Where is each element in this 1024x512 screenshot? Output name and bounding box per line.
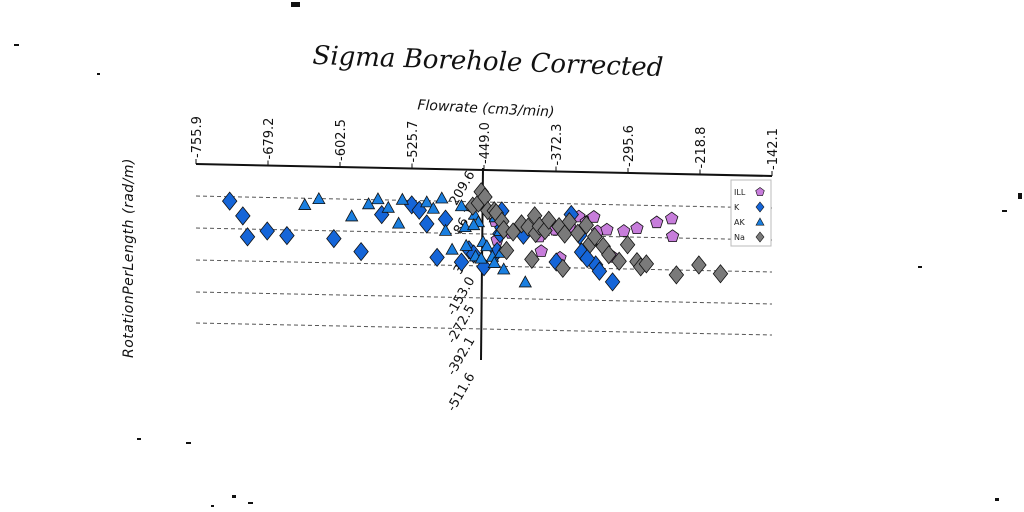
point-ak — [445, 242, 459, 255]
x-tick-label: -218.8 — [694, 127, 709, 169]
point-ill — [665, 229, 680, 243]
point-na — [505, 222, 521, 242]
point-ak — [497, 262, 511, 275]
point-ak — [298, 197, 312, 210]
point-ak — [371, 192, 385, 205]
x-tick-label: -525.7 — [406, 121, 421, 163]
point-ak — [391, 216, 406, 229]
series-na — [465, 182, 729, 285]
point-na — [570, 223, 586, 243]
legend-marker — [755, 231, 765, 243]
point-k — [353, 242, 369, 262]
point-na — [578, 215, 594, 235]
point-ill — [617, 224, 631, 237]
point-na — [619, 235, 636, 255]
point-ak — [466, 218, 481, 231]
point-k — [579, 248, 595, 269]
point-ill — [630, 221, 644, 235]
point-ak — [361, 197, 376, 210]
point-ak — [345, 209, 359, 222]
data-points — [221, 182, 729, 292]
legend-marker — [755, 187, 765, 196]
grid-line — [195, 227, 773, 241]
point-ak — [474, 251, 488, 264]
point-ak — [454, 199, 469, 212]
point-k — [591, 261, 608, 281]
x-tick-labels: -755.9 -679.2 -602.5 -525.7 -449.0 -372.3 -295… — [190, 116, 781, 176]
point-k — [429, 247, 445, 268]
legend-box — [730, 179, 772, 247]
y-axis-label: RotationPerLength (rad/m) — [121, 158, 137, 358]
legend-label: Na — [734, 233, 745, 242]
point-k — [604, 272, 621, 292]
point-na — [587, 227, 603, 247]
point-ak — [438, 223, 453, 236]
legend-label: AK — [734, 218, 745, 227]
point-k — [279, 225, 295, 246]
point-k — [259, 221, 275, 241]
point-k — [419, 214, 435, 234]
point-k — [239, 227, 256, 247]
point-ak — [420, 195, 434, 208]
point-ill — [665, 211, 679, 225]
point-na — [555, 258, 571, 278]
legend-marker — [755, 217, 765, 226]
point-na — [601, 245, 617, 265]
point-ill — [600, 222, 614, 236]
point-ak — [395, 192, 410, 205]
legend-label: K — [734, 203, 740, 212]
x-tick-label: -449.0 — [478, 122, 493, 164]
legend: ILL K AK Na — [730, 179, 772, 247]
point-k — [326, 228, 342, 249]
point-ak — [518, 275, 532, 288]
x-tick-label: -372.3 — [550, 124, 565, 166]
point-ak — [381, 200, 395, 213]
point-k — [235, 206, 251, 226]
point-k — [221, 191, 238, 211]
point-na — [541, 210, 557, 230]
chart-title: Sigma Borehole Corrected — [312, 41, 664, 83]
point-na — [524, 249, 540, 270]
point-na — [712, 264, 729, 284]
point-na — [561, 212, 578, 232]
grid-line — [195, 322, 773, 336]
y-tick-label: -511.6 — [445, 371, 479, 415]
point-na — [638, 254, 655, 274]
x-tick-label: -295.6 — [622, 125, 637, 167]
point-ak — [459, 238, 473, 251]
point-na — [668, 265, 685, 285]
x-tick-label: -679.2 — [262, 118, 277, 160]
point-na — [611, 251, 627, 271]
x-tick-label: -142.1 — [766, 128, 781, 170]
point-ak — [426, 201, 441, 214]
point-ill — [650, 215, 664, 229]
legend-label: ILL — [734, 188, 746, 197]
point-ill — [587, 210, 601, 223]
point-ak — [487, 255, 502, 268]
point-ill — [534, 244, 548, 257]
point-k — [453, 252, 470, 272]
point-ak — [435, 191, 449, 204]
point-ak — [480, 239, 494, 252]
point-ak — [312, 191, 326, 204]
grid-line — [195, 291, 773, 305]
point-na — [498, 240, 515, 261]
x-tick-label: -755.9 — [190, 116, 205, 158]
x-axis-label: Flowrate (cm3/min) — [417, 97, 555, 120]
legend-marker — [755, 201, 765, 213]
x-tick-label: -602.5 — [334, 119, 349, 161]
scan-specks — [14, 2, 1022, 507]
point-na — [691, 255, 707, 275]
